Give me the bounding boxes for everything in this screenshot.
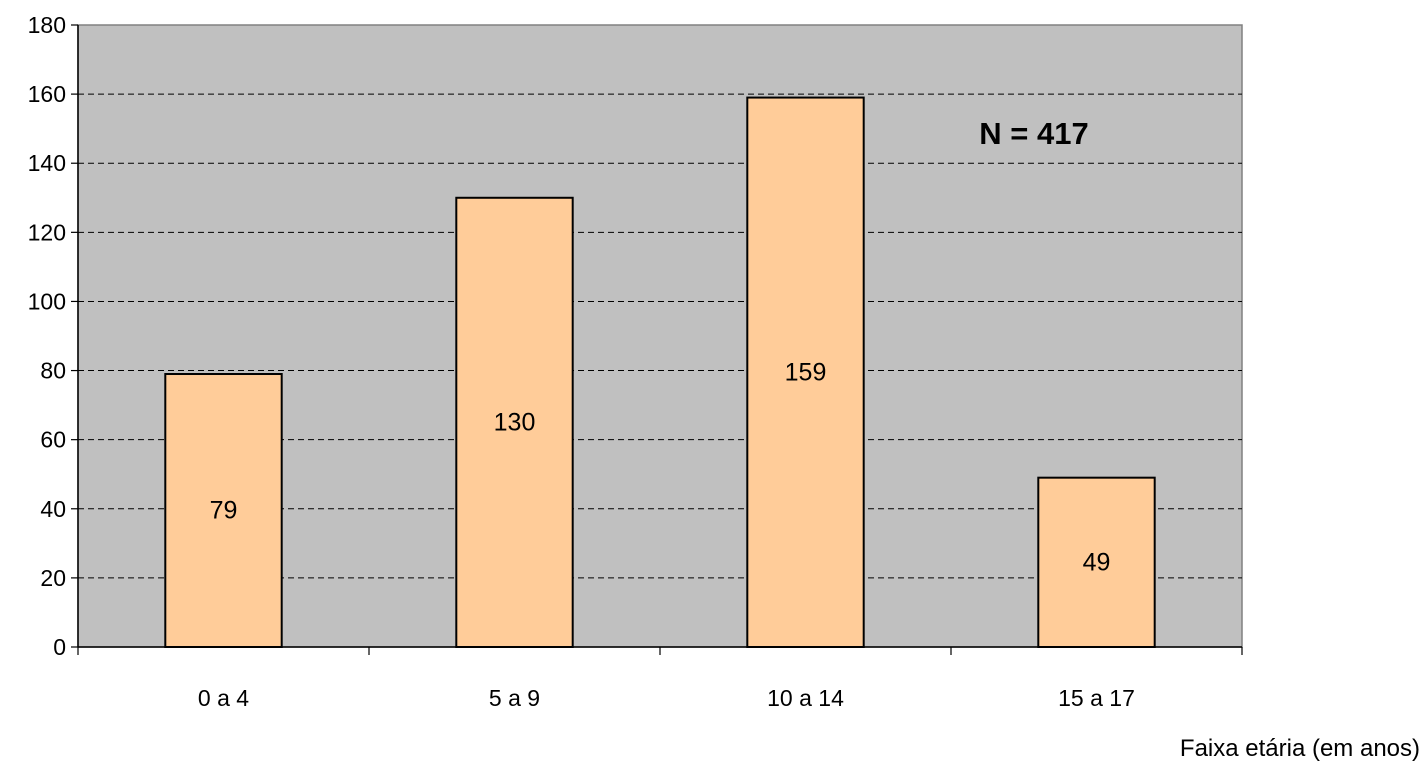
sample-size-annotation: N = 417 [979, 116, 1088, 151]
y-tick-label: 120 [28, 219, 66, 245]
bars: 79 130 159 49 [164, 96, 1156, 649]
bar [1037, 476, 1156, 648]
bar-data-label: 130 [494, 408, 536, 436]
x-axis-title: Faixa etária (em anos) [1180, 735, 1420, 762]
x-tick-label: 15 a 17 [1058, 685, 1135, 711]
y-tick-label: 20 [40, 565, 66, 591]
bar [455, 196, 574, 648]
y-tick-label: 40 [40, 496, 66, 522]
y-tick-label: 60 [40, 427, 66, 453]
y-tick-label: 140 [28, 150, 66, 176]
bar-data-label: 159 [785, 358, 827, 386]
y-tick-label: 0 [53, 634, 66, 660]
bar-data-label: 79 [210, 497, 238, 525]
x-tick-label: 5 a 9 [489, 685, 540, 711]
y-tick-label: 80 [40, 358, 66, 384]
x-tick-label: 0 a 4 [198, 685, 249, 711]
bar [164, 373, 283, 648]
y-tick-label: 180 [28, 12, 66, 38]
bar-data-label: 49 [1083, 548, 1111, 576]
y-tick-label: 100 [28, 288, 66, 314]
x-tick-label: 10 a 14 [767, 685, 844, 711]
axes: 0 20 40 60 80 100 120 140 160 180 0 a 4 5 a 9 10 a 1… [28, 12, 1243, 711]
bar [746, 96, 865, 649]
y-tick-label: 160 [28, 81, 66, 107]
